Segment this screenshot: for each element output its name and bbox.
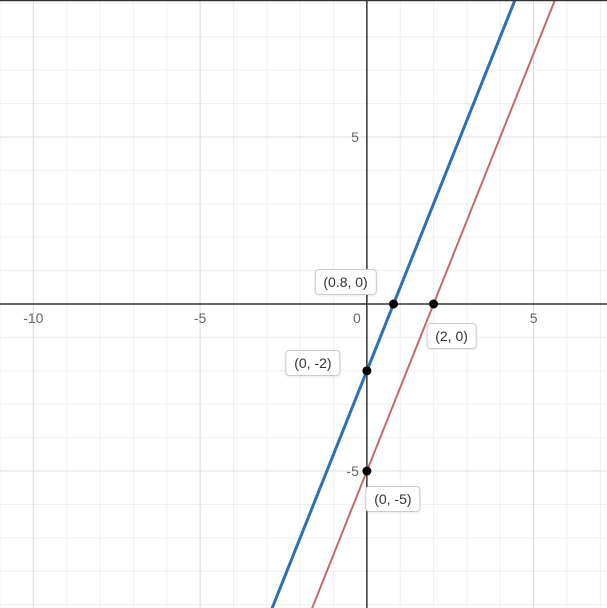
origin-label: 0: [353, 310, 361, 326]
x-tick-label: -10: [23, 310, 43, 326]
plotted-point: [362, 467, 371, 476]
x-tick-label: 5: [530, 310, 538, 326]
chart-svg: [0, 0, 607, 608]
y-tick-label: -5: [346, 463, 358, 479]
y-tick-label: 5: [351, 129, 359, 145]
x-tick-label: -5: [194, 310, 206, 326]
plotted-point: [389, 300, 398, 309]
plotted-point: [429, 300, 438, 309]
point-label: (0, -2): [285, 350, 340, 376]
point-label: (2, 0): [426, 323, 477, 349]
graph-canvas: -10 -5 5 0 5 -5 (0.8, 0) (2, 0) (0, -2) (0, -5): [0, 0, 607, 608]
point-label: (0.8, 0): [314, 269, 376, 295]
plotted-point: [362, 366, 371, 375]
point-label: (0, -5): [365, 486, 420, 512]
